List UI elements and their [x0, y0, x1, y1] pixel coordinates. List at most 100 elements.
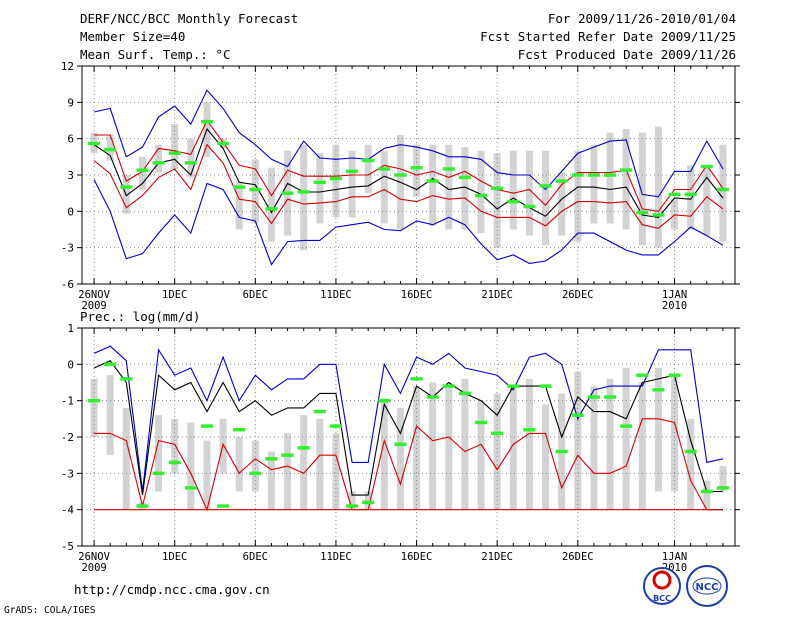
x-tick-sublabel: 2009	[81, 300, 106, 312]
y-tick-label: 6	[67, 133, 74, 146]
spread-bar	[461, 378, 469, 510]
member-size-label: Member Size=40	[80, 29, 186, 44]
spread-bar	[316, 418, 324, 510]
bottom-panel-variable-label: Prec.: log(mm/d)	[80, 309, 201, 324]
top-panel-variable-label: Mean Surf. Temp.: °C	[80, 47, 231, 62]
x-tick-label: 11DEC	[320, 289, 352, 301]
y-tick-label: -6	[61, 278, 74, 291]
y-tick-label: 1	[67, 322, 74, 335]
y-tick-label: 12	[61, 60, 74, 73]
spread-bar	[719, 466, 727, 492]
y-tick-label: -3	[61, 242, 74, 255]
spread-bar	[122, 407, 130, 510]
spread-bar	[348, 491, 356, 510]
spread-bar	[687, 418, 695, 510]
ncc-logo-globe	[692, 577, 722, 595]
spread-bar	[380, 150, 388, 224]
spread-bar	[654, 367, 662, 492]
series-line-mean	[93, 360, 723, 496]
spread-bar	[509, 150, 517, 230]
spread-bar	[590, 144, 598, 224]
spread-bar	[445, 144, 453, 230]
spread-bar	[525, 150, 533, 236]
spread-bar	[348, 150, 356, 218]
spread-bar	[251, 440, 259, 492]
series-line-mean	[93, 127, 724, 218]
spread-bar	[316, 153, 324, 224]
y-tick-label: -1	[61, 395, 74, 408]
series-line-min	[93, 179, 724, 266]
series-line-max	[93, 89, 724, 198]
y-tick-label: 0	[67, 358, 74, 371]
spread-bar	[509, 386, 517, 510]
spread-bar	[332, 433, 340, 510]
x-tick-label: 6DEC	[243, 289, 268, 301]
spread-bar	[687, 165, 695, 230]
x-tick-label: 1JAN	[662, 289, 687, 301]
x-tick-label: 26NOV	[78, 551, 110, 563]
spread-bar	[703, 480, 711, 510]
chart-title: DERF/NCC/BCC Monthly Forecast	[80, 11, 299, 26]
spread-bar	[590, 386, 598, 510]
spread-bar	[477, 400, 485, 510]
spread-bar	[138, 156, 146, 190]
x-tick-label: 26DEC	[562, 551, 594, 563]
spread-bar	[300, 144, 308, 251]
x-tick-label: 11DEC	[320, 551, 352, 563]
source-url[interactable]: http://cmdp.ncc.cma.gov.cn	[74, 582, 270, 597]
spread-bar	[332, 144, 340, 218]
logos: BCC NCC	[643, 565, 728, 607]
grads-credit: GrADS: COLA/IGES	[4, 605, 96, 616]
spread-bar	[155, 144, 163, 173]
y-tick-label: -2	[61, 431, 74, 444]
spread-bar	[364, 144, 372, 194]
spread-bar	[187, 138, 195, 178]
y-tick-label: -3	[61, 467, 74, 480]
spread-bar	[413, 386, 421, 510]
spread-bar	[525, 378, 533, 510]
y-tick-label: 0	[67, 205, 74, 218]
spread-bar	[606, 378, 614, 510]
spread-bar	[155, 415, 163, 492]
spread-bar	[171, 418, 179, 474]
spread-bar	[90, 378, 98, 437]
spread-bar	[574, 150, 582, 242]
spread-bar	[703, 165, 711, 236]
spread-bar	[267, 167, 275, 242]
x-tick-label: 26DEC	[562, 289, 594, 301]
x-tick-label: 16DEC	[401, 551, 433, 563]
x-tick-label: 1DEC	[162, 551, 187, 563]
x-tick-label: 21DEC	[481, 551, 513, 563]
spread-bar	[267, 451, 275, 510]
spread-bar	[542, 150, 550, 246]
spread-bar	[235, 181, 243, 230]
series-line-q-upper	[94, 119, 724, 212]
spread-bar	[445, 386, 453, 510]
ncc-logo-icon	[686, 565, 728, 607]
spread-bar	[187, 422, 195, 510]
spread-bar	[203, 440, 211, 510]
plot-frame	[81, 327, 736, 547]
spread-bar	[235, 437, 243, 492]
spread-bar	[493, 153, 501, 248]
spread-bar	[429, 382, 437, 510]
spread-bar	[638, 132, 646, 246]
y-tick-label: -4	[61, 504, 75, 517]
x-tick-label: 1DEC	[162, 289, 187, 301]
spread-bar	[671, 375, 679, 492]
spread-bar	[622, 128, 630, 230]
y-tick-label: 3	[67, 169, 74, 182]
spread-bar	[542, 404, 550, 510]
spread-bar	[364, 491, 372, 510]
forecast-period-label: For 2009/11/26-2010/01/04	[547, 11, 736, 26]
spread-bar	[251, 159, 259, 224]
x-tick-sublabel: 2010	[662, 300, 687, 312]
bcc-logo-text: BCC	[653, 594, 671, 603]
x-tick-label: 1JAN	[662, 551, 687, 563]
series-line-max	[93, 345, 724, 492]
spread-bar	[719, 144, 727, 242]
forecast-start-date-label: Fcst Started Refer Date 2009/11/25	[480, 29, 736, 44]
